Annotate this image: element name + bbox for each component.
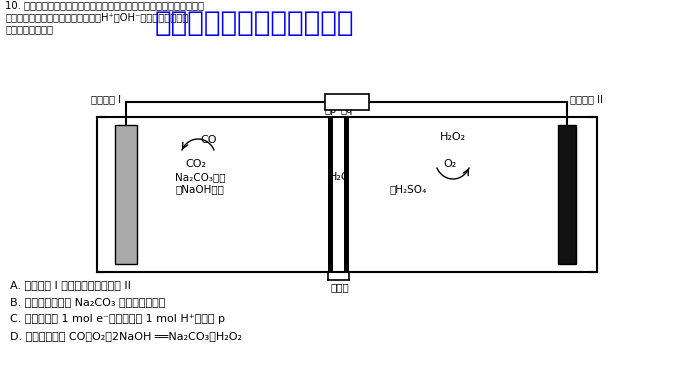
Text: C. 导线中流过 1 mol e⁻，理论上有 1 mol H⁺通过膜 p: C. 导线中流过 1 mol e⁻，理论上有 1 mol H⁺通过膜 p: [10, 314, 225, 324]
Text: D. 电池总反应为 CO＋O₂＋2NaOH ══Na₂CO₃＋H₂O₂: D. 电池总反应为 CO＋O₂＋2NaOH ══Na₂CO₃＋H₂O₂: [10, 331, 242, 341]
Text: Na₂CO₃溶液: Na₂CO₃溶液: [175, 172, 225, 182]
Text: 催化电极 II: 催化电极 II: [570, 94, 603, 104]
Text: 税H₂SO₄: 税H₂SO₄: [390, 184, 427, 194]
Text: 双极膜: 双极膜: [330, 282, 349, 292]
Text: 微信公众号关注：趣找答案: 微信公众号关注：趣找答案: [155, 9, 354, 37]
Bar: [115, 125, 137, 264]
Text: 10. 我国科研工作者通过原电池装置制备双氧水的工作原理示意图如图所: 10. 我国科研工作者通过原电池装置制备双氧水的工作原理示意图如图所: [5, 0, 204, 10]
Text: 下列说法正确的是: 下列说法正确的是: [5, 24, 53, 34]
Text: CO: CO: [200, 135, 216, 145]
Text: 示，其中双极膜中间层中的水裂离为H⁺和OH⁻分别向两极迁移。: 示，其中双极膜中间层中的水裂离为H⁺和OH⁻分别向两极迁移。: [5, 12, 188, 22]
Text: 负载: 负载: [340, 97, 353, 107]
Text: H₂O₂: H₂O₂: [440, 132, 466, 142]
Text: H₂O: H₂O: [329, 172, 351, 182]
Bar: [97, 117, 597, 272]
Bar: [325, 94, 368, 110]
Text: O₂: O₂: [443, 159, 456, 169]
Text: 催化电极 I: 催化电极 I: [91, 94, 121, 104]
Text: 和NaOH溶液: 和NaOH溶液: [175, 184, 224, 194]
Bar: [344, 117, 349, 272]
Text: 膜q: 膜q: [340, 105, 353, 115]
Text: A. 催化电极 I 的电势高于催化电极 II: A. 催化电极 I 的电势高于催化电极 II: [10, 280, 131, 290]
Text: 膜p: 膜p: [324, 105, 337, 115]
Bar: [328, 117, 333, 272]
Bar: [558, 125, 576, 264]
Text: B. 工作时，溶液中 Na₂CO₃ 的浓度保持不变: B. 工作时，溶液中 Na₂CO₃ 的浓度保持不变: [10, 297, 165, 307]
Text: CO₂: CO₂: [185, 159, 206, 169]
